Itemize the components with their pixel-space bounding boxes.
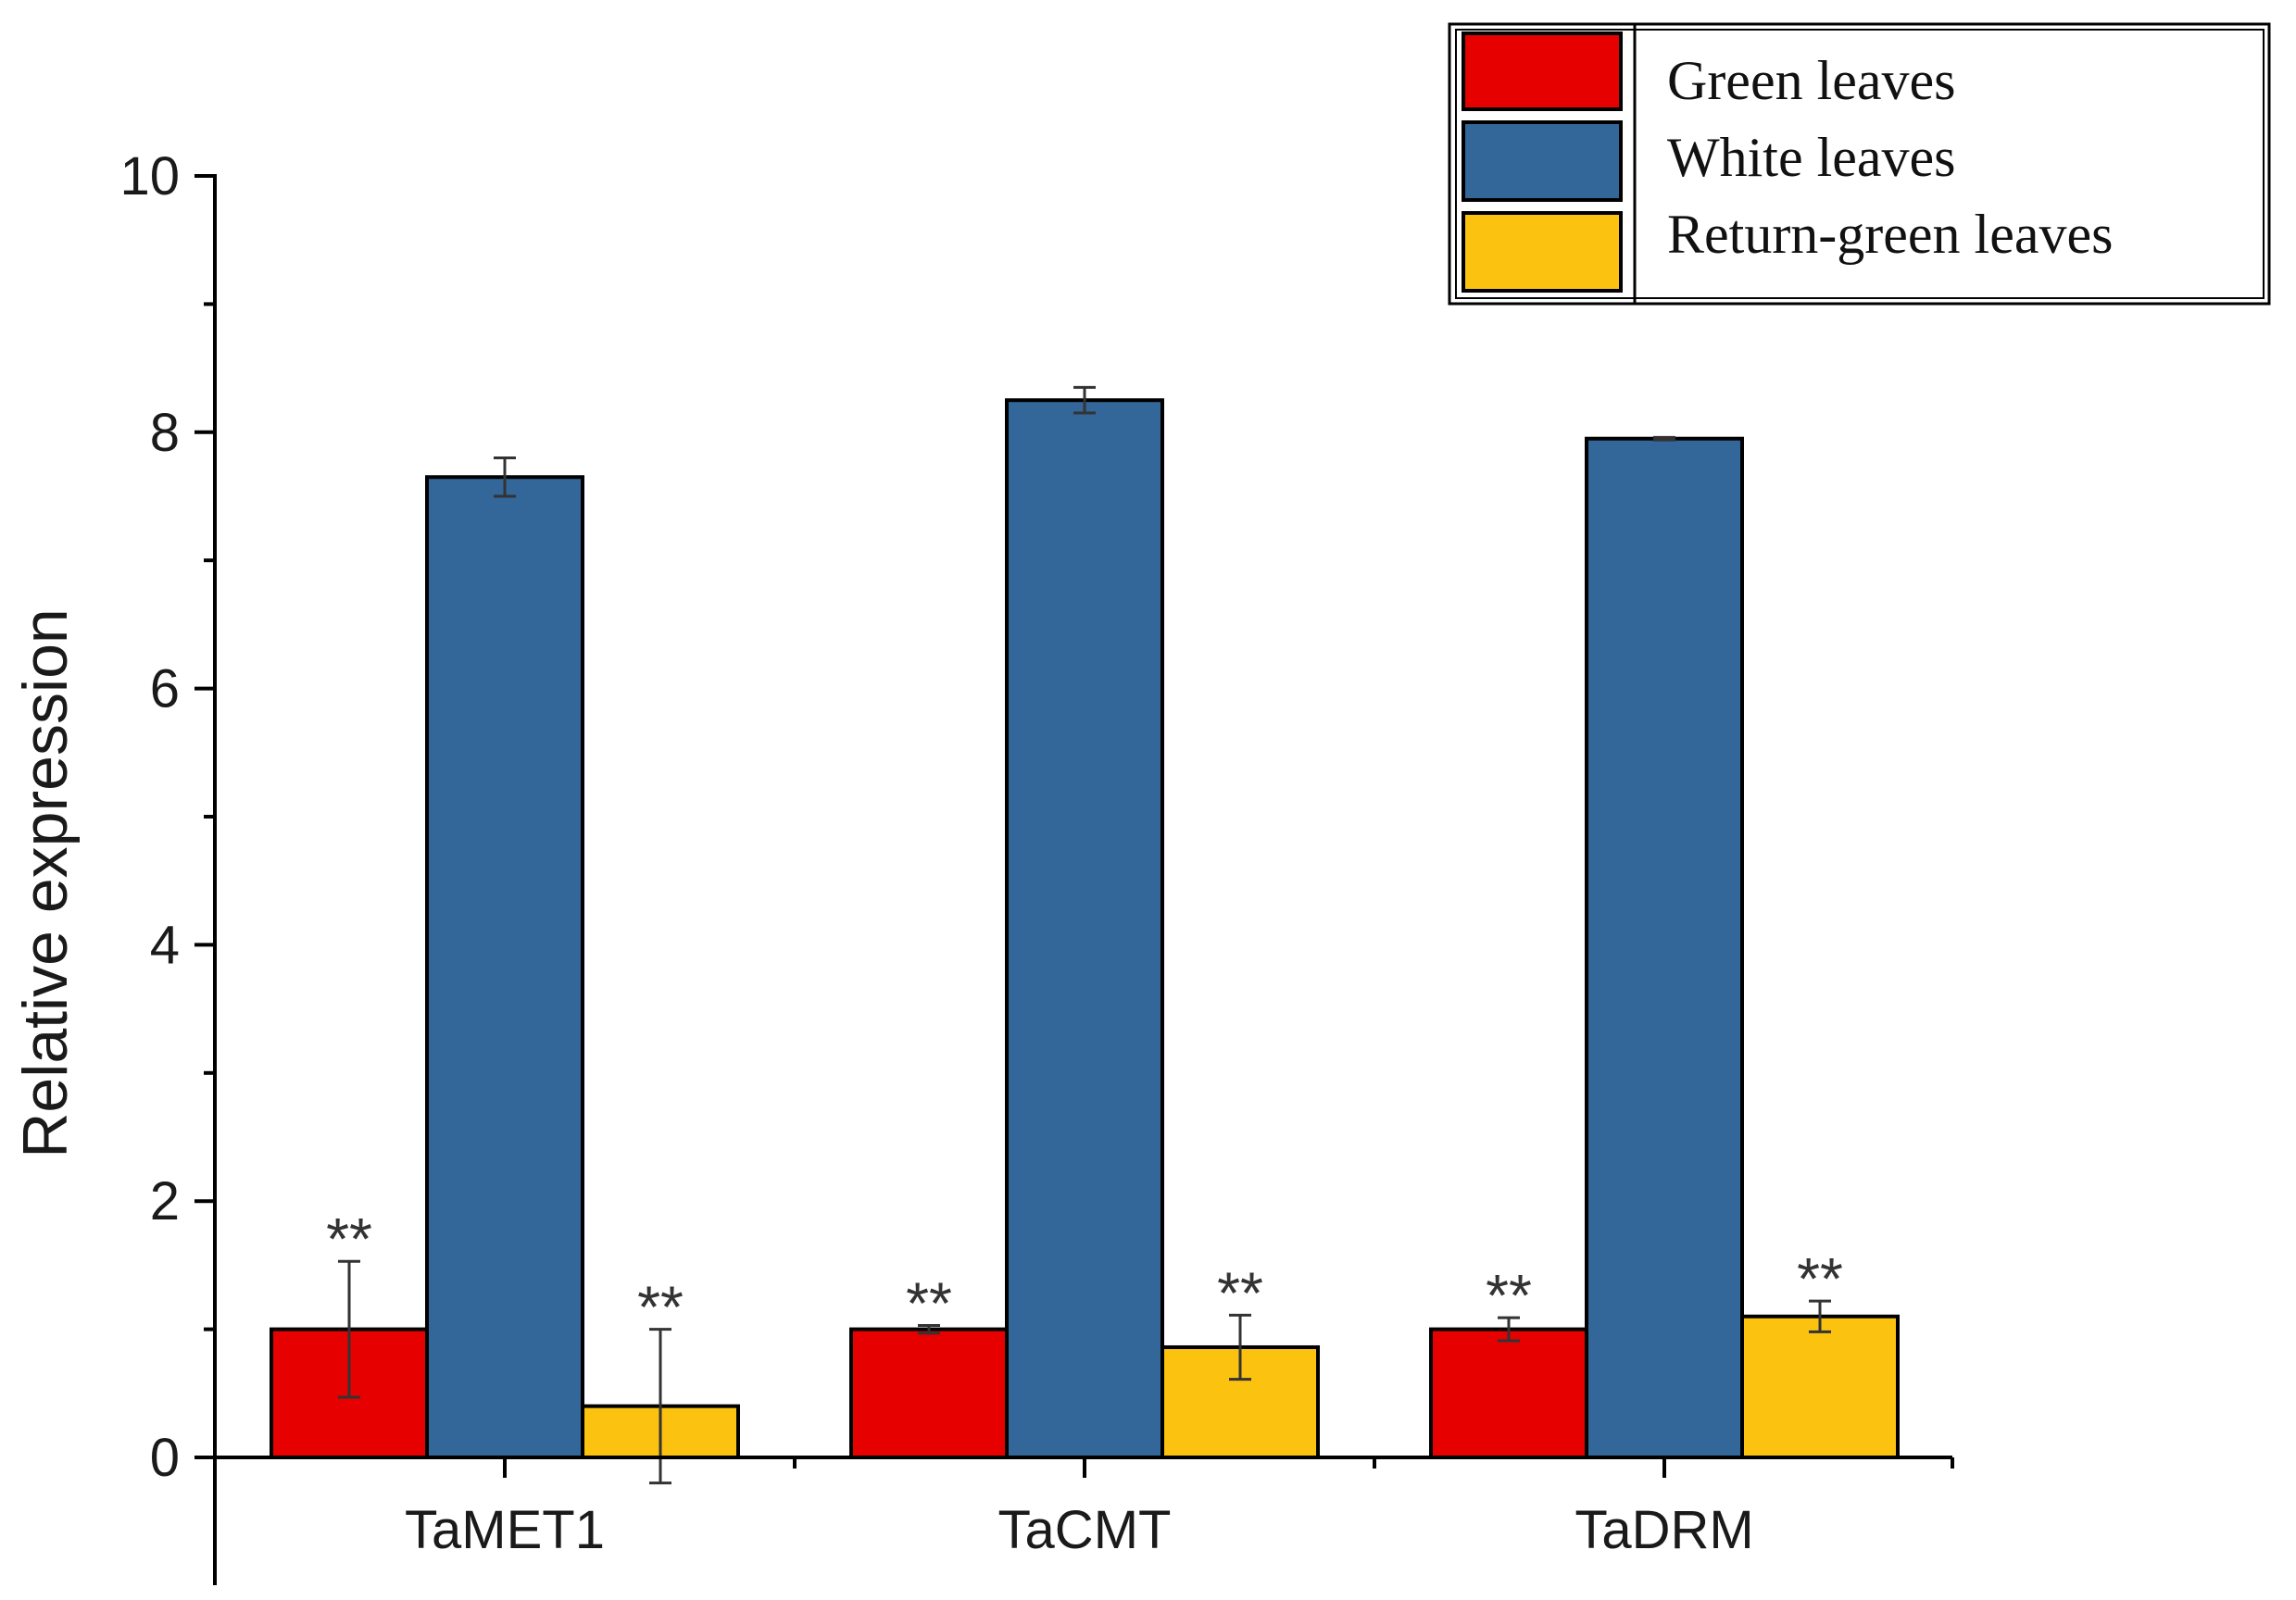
legend-label-white-leaves: White leaves xyxy=(1667,127,1956,188)
error-bar-tadrm-series-2 xyxy=(1653,435,1675,442)
significance-mark-tacmt-series-1: ** xyxy=(906,1269,952,1336)
error-bar-tadrm-series-3 xyxy=(1809,1299,1831,1333)
error-bar-tacmt-series-3 xyxy=(1229,1313,1251,1381)
error-bar-tamet1-series-2 xyxy=(494,456,516,498)
y-tick-label-10: 10 xyxy=(119,146,180,206)
significance-layer: ** ** ** ** ** ** xyxy=(326,1206,1843,1340)
error-bar-tacmt-series-2 xyxy=(1073,385,1096,415)
error-bar-tadrm-series-1 xyxy=(1498,1316,1520,1343)
bar-tacmt-series-1 xyxy=(849,1327,1009,1459)
bar-tadrm-series-1 xyxy=(1429,1327,1588,1459)
x-category-label-tamet1: TaMET1 xyxy=(405,1500,605,1560)
y-tick-label-8: 8 xyxy=(150,403,180,463)
bar-tadrm-series-3 xyxy=(1740,1314,1900,1460)
y-tick-label-0: 0 xyxy=(150,1428,180,1488)
legend-frame-inner xyxy=(1455,29,2265,299)
significance-mark-tamet1-series-3: ** xyxy=(637,1274,684,1341)
axes-layer: 0 2 4 6 8 10 TaMET1 TaCMT TaDRM xyxy=(119,146,1954,1585)
x-category-label-tadrm: TaDRM xyxy=(1575,1500,1753,1560)
y-tick-label-2: 2 xyxy=(150,1171,180,1231)
bar-tacmt-series-2 xyxy=(1005,398,1164,1460)
legend-swatch-white-leaves xyxy=(1462,120,1623,202)
legend-label-return-green-leaves: Return-green leaves xyxy=(1667,204,2113,265)
y-axis-title: Relative expression xyxy=(10,608,81,1157)
bar-tamet1-series-2 xyxy=(425,475,584,1459)
significance-mark-tadrm-series-1: ** xyxy=(1486,1262,1532,1329)
legend-label-green-leaves: Green leaves xyxy=(1667,50,1955,111)
legend: Green leaves White leaves Return-green l… xyxy=(1448,22,2271,306)
error-bars-layer xyxy=(338,385,1831,1485)
legend-swatch-return-green-leaves xyxy=(1462,211,1623,293)
legend-swatch-green-leaves xyxy=(1462,31,1623,111)
significance-mark-tamet1-series-1: ** xyxy=(326,1206,372,1272)
error-bar-tamet1-series-1 xyxy=(338,1259,360,1399)
bars-layer xyxy=(270,398,1900,1460)
y-tick-label-4: 4 xyxy=(150,915,180,975)
x-category-label-tacmt: TaCMT xyxy=(998,1500,1172,1560)
significance-mark-tacmt-series-3: ** xyxy=(1217,1259,1263,1326)
significance-mark-tadrm-series-3: ** xyxy=(1797,1245,1843,1312)
y-tick-label-6: 6 xyxy=(150,659,180,719)
error-bar-tacmt-series-1 xyxy=(918,1323,940,1335)
bar-tadrm-series-2 xyxy=(1585,436,1744,1460)
